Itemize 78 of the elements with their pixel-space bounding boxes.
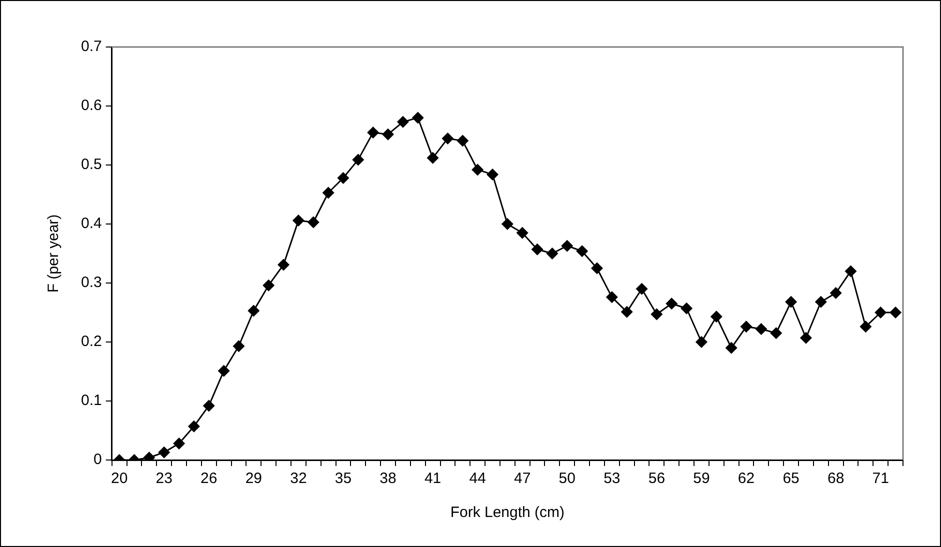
point <box>680 302 693 314</box>
point <box>814 296 827 308</box>
point <box>188 420 200 432</box>
y-tick-label: 0.3 <box>80 274 102 292</box>
point <box>202 400 215 412</box>
x-tick-label: 26 <box>200 470 218 488</box>
x-tick-label: 41 <box>424 470 442 488</box>
point <box>620 306 633 318</box>
y-axis-title: F (per year) <box>45 214 62 293</box>
x-tick-label: 23 <box>156 470 172 488</box>
point <box>695 336 708 348</box>
x-tick-label: 53 <box>604 470 620 488</box>
point <box>442 132 454 144</box>
point <box>292 214 304 226</box>
point <box>307 216 320 228</box>
point <box>785 296 798 308</box>
y-tick-label: 0.7 <box>80 38 102 56</box>
point <box>412 112 424 124</box>
x-tick-label: 44 <box>469 470 486 488</box>
x-axis-title: Fork Length (cm) <box>450 504 565 522</box>
point <box>755 323 768 336</box>
point <box>606 291 618 304</box>
point <box>158 446 170 458</box>
x-tick-label: 68 <box>827 470 844 488</box>
point <box>248 304 260 317</box>
point <box>322 186 334 199</box>
point <box>531 243 544 256</box>
point <box>770 327 782 340</box>
point <box>352 154 364 166</box>
point <box>456 134 469 147</box>
point <box>800 332 812 344</box>
x-tick-label: 71 <box>872 470 889 488</box>
point <box>501 218 514 230</box>
x-tick-label: 65 <box>782 470 800 488</box>
point <box>874 306 887 318</box>
point <box>890 306 902 318</box>
point <box>666 298 678 310</box>
point <box>173 437 186 450</box>
point <box>576 245 588 258</box>
point <box>262 279 275 292</box>
y-tick-label: 0.2 <box>80 333 102 350</box>
point <box>590 262 603 274</box>
y-tick-label: 0.1 <box>80 392 102 410</box>
x-tick-label: 62 <box>738 470 755 488</box>
point <box>426 152 439 164</box>
y-tick-label: 0.6 <box>80 97 102 114</box>
x-tick-label: 20 <box>110 470 128 488</box>
point <box>650 308 663 320</box>
point <box>740 320 752 333</box>
point <box>725 342 738 354</box>
y-tick-label: 0 <box>94 451 102 468</box>
point <box>486 168 498 180</box>
x-tick-label: 59 <box>693 470 710 488</box>
point <box>337 172 350 184</box>
point <box>232 340 245 352</box>
point <box>382 128 394 140</box>
point <box>860 320 872 333</box>
x-tick-label: 29 <box>245 470 262 488</box>
point <box>218 364 230 377</box>
x-tick-label: 35 <box>334 470 352 488</box>
x-tick-label: 56 <box>648 470 666 488</box>
point <box>561 240 574 252</box>
point <box>472 164 484 176</box>
point <box>546 248 558 260</box>
point <box>396 116 409 128</box>
y-tick-label: 0.5 <box>80 156 102 174</box>
point <box>516 226 528 239</box>
y-tick-label: 0.4 <box>80 215 102 232</box>
point <box>278 258 290 271</box>
x-tick-label: 50 <box>558 470 576 488</box>
x-tick-label: 38 <box>380 470 396 488</box>
point <box>636 282 648 295</box>
point <box>844 265 857 278</box>
x-tick-label: 32 <box>290 470 307 488</box>
point <box>367 126 380 139</box>
point <box>710 310 722 323</box>
x-tick-label: 47 <box>514 470 531 488</box>
point <box>830 287 842 300</box>
